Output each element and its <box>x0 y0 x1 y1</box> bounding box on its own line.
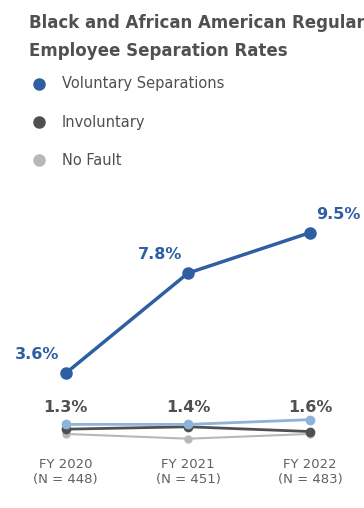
Text: 1.6%: 1.6% <box>288 400 332 415</box>
Text: 7.8%: 7.8% <box>138 247 182 262</box>
Text: 1.3%: 1.3% <box>44 400 88 415</box>
Text: Black and African American Regular: Black and African American Regular <box>29 14 364 31</box>
Text: Retirements: Retirements <box>62 192 151 206</box>
Text: Involuntary: Involuntary <box>62 114 145 130</box>
Text: Voluntary Separations: Voluntary Separations <box>62 76 224 91</box>
Text: Employee Separation Rates: Employee Separation Rates <box>29 42 288 59</box>
Text: 3.6%: 3.6% <box>15 347 60 362</box>
Text: No Fault: No Fault <box>62 153 121 168</box>
Text: 9.5%: 9.5% <box>316 207 361 222</box>
Text: 1.4%: 1.4% <box>166 400 210 415</box>
